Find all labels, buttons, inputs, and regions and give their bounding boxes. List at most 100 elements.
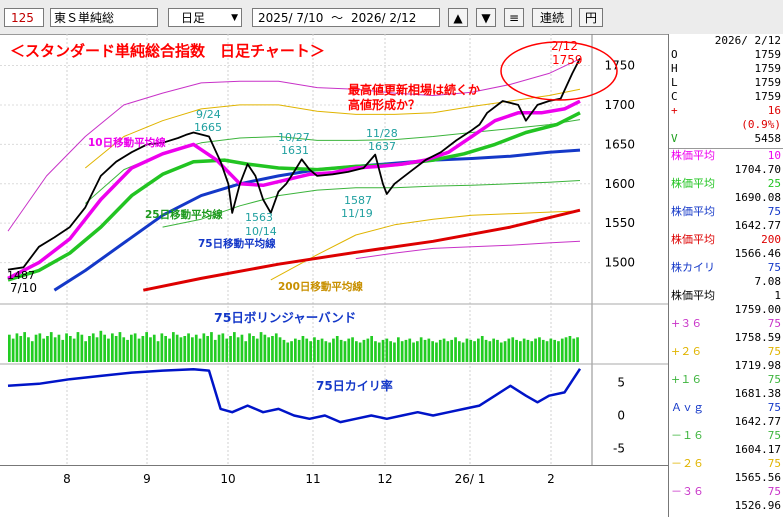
indicator-name: －３６ [671, 485, 704, 498]
volume-bar [221, 333, 225, 362]
band-minus3-line [355, 240, 581, 260]
ohlc-label: C [671, 90, 678, 103]
volume-bar [469, 339, 473, 362]
x-tick-label: 12 [377, 472, 393, 486]
volume-bar [381, 339, 385, 362]
volume-bar [557, 341, 560, 362]
continuous-button[interactable]: 連続 [532, 8, 572, 27]
up-arrow-button[interactable]: ▲ [448, 8, 468, 27]
x-axis: 8 9 10 11 12 26/ 1 2 [0, 465, 668, 518]
volume-bar [107, 338, 110, 362]
volume-bar [183, 336, 187, 362]
down-arrow-button[interactable]: ▼ [476, 8, 496, 27]
volume-bar [88, 336, 91, 362]
volume-bar [15, 333, 19, 362]
indicator-period: 10 [767, 149, 781, 162]
peak1-date-label: 9/24 [196, 108, 221, 121]
panel-separator [669, 148, 783, 149]
volume-bar [8, 334, 11, 362]
volume-bar [522, 338, 526, 362]
index-name-field[interactable]: 東Ｓ単純総 [50, 8, 158, 27]
indicator-value: 1566.46 [734, 247, 781, 260]
volume-bar [316, 339, 320, 362]
deviation-tick-label: -5 [613, 442, 625, 456]
volume-bar [328, 342, 331, 362]
indicator-value-row: 1690.08 [669, 191, 783, 205]
volume-bar [347, 338, 351, 362]
indicator-period: 200 [761, 233, 781, 246]
volume-bar [332, 338, 335, 362]
indicator-period: 75 [767, 485, 781, 498]
highlight-ellipse [500, 41, 618, 101]
deviation-line [7, 368, 582, 424]
volume-bar [282, 339, 286, 362]
volume-bar [160, 333, 164, 362]
indicator-name-row: +１６ 75 [669, 373, 783, 387]
change-pct-row: (0.9%) [669, 118, 783, 132]
volume-bar [217, 334, 221, 362]
volume-bar [366, 338, 370, 362]
latest-value-label: 1759 [552, 53, 583, 67]
volume-bar [446, 341, 450, 362]
indicator-value: 1642.77 [734, 415, 781, 428]
yen-button[interactable]: 円 [579, 8, 603, 27]
volume-bar [255, 338, 259, 362]
volume-bar [450, 339, 453, 362]
volume-bar [294, 338, 297, 362]
indicator-name-row: 株価平均 10 [669, 149, 783, 163]
indicator-name: 株価平均 [671, 289, 715, 302]
volume-bar [541, 339, 545, 362]
code-field[interactable]: 125 [4, 8, 44, 27]
volume-bar [454, 337, 457, 362]
volume-bar [49, 332, 53, 362]
volume-row: V 5458 [669, 132, 783, 146]
ma10-line [7, 99, 581, 280]
volume-bar [210, 332, 213, 362]
volume-bar [431, 341, 434, 362]
volume-bar [175, 334, 179, 362]
volume-bar [172, 332, 175, 362]
change-pct: (0.9%) [741, 118, 781, 131]
volume-bar [297, 339, 301, 362]
x-tick-label: 2 [547, 472, 555, 486]
volume-bar [69, 336, 72, 362]
indicator-period: 25 [767, 177, 781, 190]
volume-bar [438, 339, 442, 362]
volume-panel-title: 75日ボリンジャーバンド [214, 310, 356, 325]
volume-bar [42, 338, 45, 362]
volume-bar [358, 342, 362, 362]
volume-bar [324, 341, 328, 362]
start-date-label: 7/10 [10, 281, 37, 295]
peak3-value-label: 1637 [368, 140, 396, 153]
indicator-name-row: 株価平均 1 [669, 289, 783, 303]
volume-bar [393, 342, 396, 362]
period-select[interactable]: 日足 ▼ [168, 8, 242, 27]
volume-label: V [671, 132, 678, 145]
indicator-name-row: 株価平均 75 [669, 205, 783, 219]
menu-button[interactable]: ≡ [504, 8, 524, 27]
ohlc-label: O [671, 48, 678, 61]
price-tick-label: 1650 [604, 137, 635, 151]
indicator-name-row: 株価平均 200 [669, 233, 783, 247]
volume-bar [233, 332, 236, 362]
volume-bar [362, 339, 366, 362]
volume-bar [477, 338, 480, 362]
price-tick-label: 1600 [604, 177, 635, 191]
volume-bar [202, 333, 206, 362]
chart-area: 1500 1550 1600 1650 1700 1750 5 0 -5 ＜スタンダード単純総合… [0, 34, 668, 465]
ma25-line [7, 111, 581, 282]
volume-bar [225, 338, 229, 362]
start-value-label: 1487 [7, 269, 35, 282]
volume-bar [568, 336, 572, 362]
ma200-line [143, 208, 581, 292]
volume-bar [95, 337, 99, 362]
volume-bar [191, 337, 194, 362]
volume-bar [271, 336, 274, 362]
date-range-field[interactable]: 2025/ 7/10 ～ 2026/ 2/12 [252, 8, 440, 27]
indicator-period: 75 [767, 457, 781, 470]
indicator-name: －２６ [671, 457, 704, 470]
indicator-value-row: 1759.00 [669, 303, 783, 317]
volume-bar [538, 337, 541, 362]
volume-bar [576, 337, 579, 362]
indicator-period: 75 [767, 373, 781, 386]
